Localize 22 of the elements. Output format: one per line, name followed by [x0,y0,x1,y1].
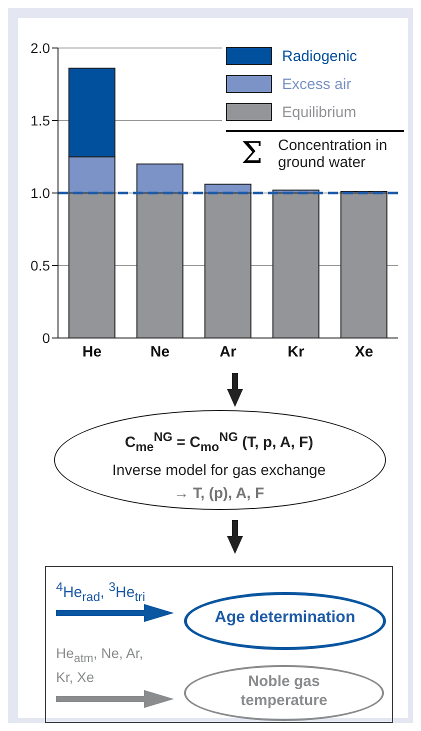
legend-label: Radiogenic [282,48,358,64]
y-tick-label: 2.0 [30,40,50,56]
text: Noble gas temperature [240,673,328,709]
text: He$_{atm}$, Ne, Ar, Kr, Xe [56,645,144,685]
x-tick-label: Kr [288,344,304,361]
x-tick-label: Ne [150,344,170,361]
text: $^{4}$He$_{rad}$, $^{3}$He$_{tri}$ [56,580,146,604]
text: Age determination [214,609,356,626]
legend-label: Excess air [282,76,352,92]
text: Inverse model for gas exchange [112,462,326,479]
x-tick-label: Xe [354,344,374,361]
y-tick-label: 0.5 [30,257,50,274]
legend-label: Equilibrium [282,104,356,120]
annotation: Σ [241,136,263,171]
y-tick-label: 1.5 [30,112,50,128]
text: C$_{me}$$^{NG}$ = C$_{mo}$$^{NG}$ (T, p, A, F) [124,430,314,454]
text: → T, (p), A, F [174,485,264,502]
annotation: Concentration in ground water [278,136,388,170]
y-tick-label: 1.0 [30,184,50,201]
x-tick-label: Ar [220,344,236,361]
x-tick-label: He [82,344,102,361]
y-tick-label: 0 [42,330,50,346]
